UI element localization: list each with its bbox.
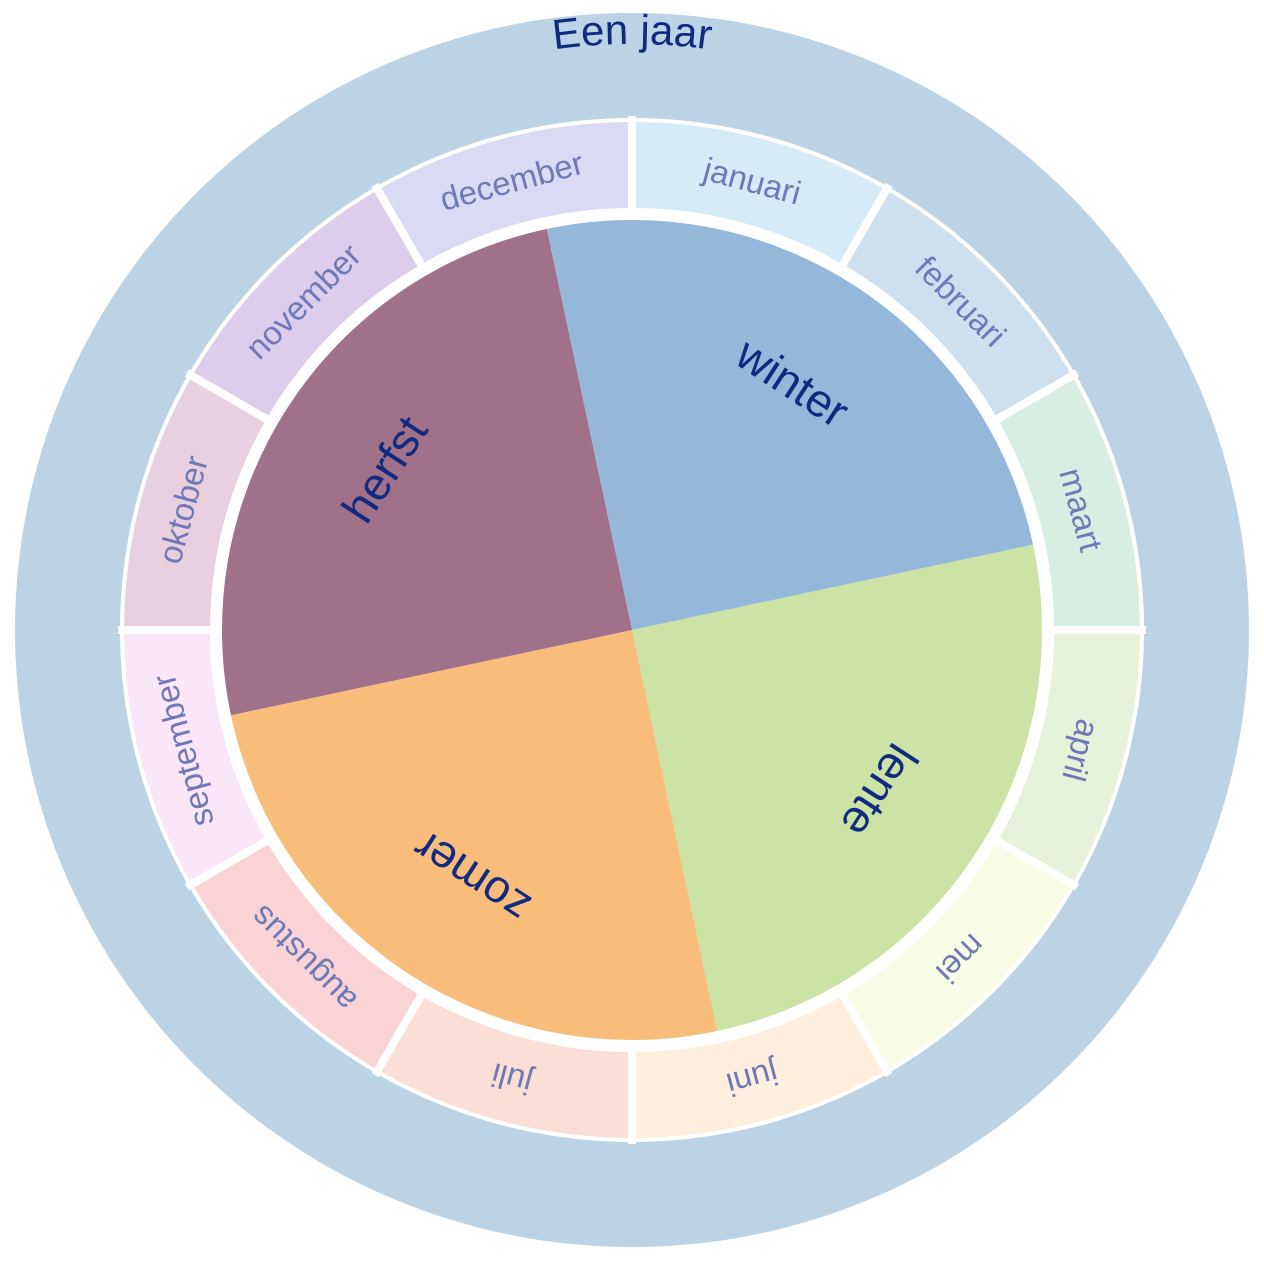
month-segment-januari [632,122,886,265]
diagram-title: Een jaar [550,6,715,58]
season-wedge-lente [632,544,1042,1032]
segment-divider [371,182,428,272]
segment-divider [184,369,274,426]
month-segment-oktober [124,376,267,630]
month-segment-mei [843,841,1072,1070]
month-segment-december [378,122,632,265]
segment-divider [836,988,893,1078]
month-segment-juni [632,995,886,1138]
segment-divider [990,369,1080,426]
segment-divider [371,988,428,1078]
season-wedge-zomer [230,630,718,1040]
month-segment-maart [997,376,1140,630]
month-segment-september [124,630,267,884]
month-segment-april [997,630,1140,884]
month-segment-februari [843,190,1072,419]
month-segment-november [192,190,421,419]
season-wedge-herfst [222,228,632,716]
month-segment-augustus [192,841,421,1070]
segment-divider [836,182,893,272]
segment-divider [990,834,1080,891]
month-segment-juli [378,995,632,1138]
segment-divider [184,834,274,891]
season-wedge-winter [546,219,1034,630]
